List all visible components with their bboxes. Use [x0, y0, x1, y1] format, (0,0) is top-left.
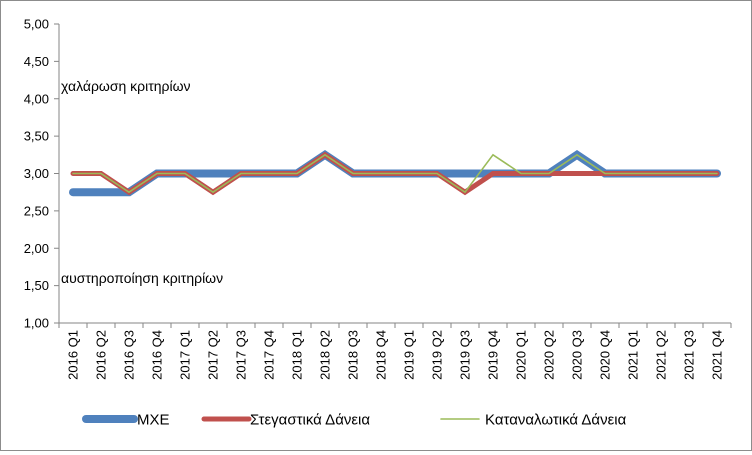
x-tick-label: 2017 Q2 — [206, 330, 221, 380]
x-tick-label: 2018 Q3 — [346, 330, 361, 380]
x-tick-label: 2018 Q4 — [374, 330, 389, 380]
x-tick-labels: 2016 Q1 2016 Q2 2016 Q3 2016 Q4 2017 Q1 2017 … — [66, 330, 725, 380]
y-tick-label: 1,50 — [24, 278, 49, 293]
y-tick-labels: 1,00 1,50 2,00 2,50 3,00 3,50 4,00 4,50 5,00 — [24, 17, 49, 331]
x-tick-label: 2016 Q4 — [150, 330, 165, 380]
y-tick-label: 4,00 — [24, 91, 49, 106]
x-tick-label: 2017 Q4 — [262, 330, 277, 380]
y-tick-label: 2,00 — [24, 241, 49, 256]
x-tick-label: 2017 Q1 — [178, 330, 193, 380]
x-tick-label: 2019 Q3 — [458, 330, 473, 380]
x-tick-label: 2021 Q3 — [682, 330, 697, 380]
x-tick-label: 2020 Q1 — [514, 330, 529, 380]
x-tick-label: 2018 Q2 — [318, 330, 333, 380]
y-tick-label: 5,00 — [24, 17, 49, 32]
y-tick-label: 3,00 — [24, 166, 49, 181]
legend-label-2: Στεγαστικά Δάνεια — [250, 412, 370, 429]
x-tick-label: 2016 Q2 — [94, 330, 109, 380]
x-tick-label: 2018 Q1 — [290, 330, 305, 380]
y-tick-label: 2,50 — [24, 203, 49, 218]
x-tick-label: 2020 Q4 — [598, 330, 613, 380]
annotations: χαλάρωση κριτηρίων αυστηροποίηση κριτηρί… — [61, 78, 223, 286]
x-tick-label: 2020 Q3 — [570, 330, 585, 380]
x-tick-label: 2021 Q4 — [710, 330, 725, 380]
x-tick-label: 2016 Q1 — [66, 330, 81, 380]
x-tick-label: 2019 Q1 — [402, 330, 417, 380]
x-tick-label: 2020 Q2 — [542, 330, 557, 380]
x-tick-label: 2017 Q3 — [234, 330, 249, 380]
legend-label-3: Καταναλωτικά Δάνεια — [485, 412, 627, 429]
y-tick-label: 1,00 — [24, 316, 49, 331]
y-tick-label: 4,50 — [24, 54, 49, 69]
series-line-3 — [72, 153, 718, 194]
x-tick-label: 2019 Q2 — [430, 330, 445, 380]
annotation-upper: χαλάρωση κριτηρίων — [61, 78, 191, 94]
x-tick-label: 2021 Q1 — [626, 330, 641, 380]
legend-label-1: ΜΧΕ — [137, 412, 170, 429]
legend: ΜΧΕ Στεγαστικά Δάνεια Καταναλωτικά Δάνεια — [82, 412, 627, 429]
x-tick-label: 2021 Q2 — [654, 330, 669, 380]
y-tick-label: 3,50 — [24, 129, 49, 144]
series-lines — [69, 149, 721, 197]
x-tick-label: 2016 Q3 — [122, 330, 137, 380]
axes — [54, 23, 732, 328]
x-tick-label: 2019 Q4 — [486, 330, 501, 380]
annotation-lower: αυστηροποίηση κριτηρίων — [61, 270, 223, 286]
